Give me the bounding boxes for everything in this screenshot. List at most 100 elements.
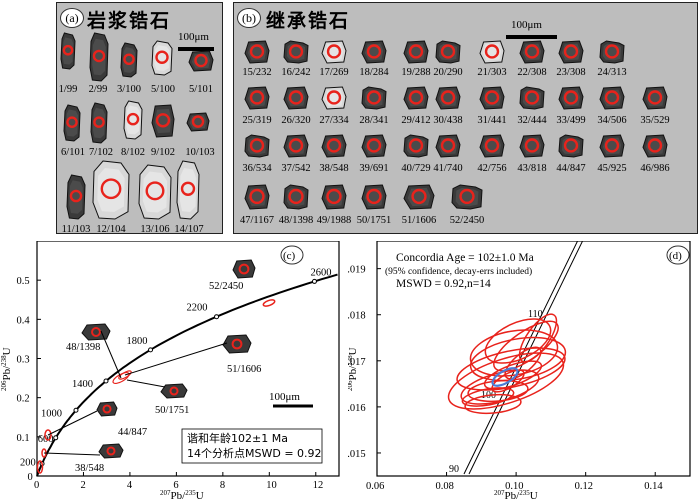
zircon-grain-image	[89, 32, 109, 82]
zircon-grain-image	[283, 86, 309, 110]
a-grain-label: 3/100	[117, 84, 141, 95]
a-grain-1-99	[59, 31, 77, 75]
a-grain-label: 6/101	[61, 147, 85, 158]
a-grain-2-99	[88, 31, 110, 87]
panel-c-grain-48-1398	[81, 323, 111, 341]
b-grain-label: 44/847	[556, 163, 586, 174]
b-grain-16-242	[282, 39, 310, 69]
zircon-grain-image	[599, 86, 625, 110]
b-grain-label: 27/334	[319, 115, 349, 126]
age-mark-110: 110	[528, 309, 543, 320]
panel-d-error-ellipses	[447, 313, 567, 415]
zircon-grain-image	[151, 40, 173, 76]
zircon-grain-image	[558, 86, 584, 110]
concordia-line-right	[468, 241, 584, 475]
a-grain-label: 11/103	[61, 224, 91, 235]
a-grain-13-106	[137, 163, 173, 225]
zircon-grain-image	[403, 184, 435, 210]
panel-a-title: 岩浆锆石	[87, 10, 172, 32]
panel-b-tag: (b)	[237, 8, 261, 28]
leader-48-1398	[100, 330, 122, 379]
panel-c-tag: (c)	[283, 250, 296, 262]
panel-d-confidence-line: (95% confidence, decay-errs included)	[385, 266, 532, 277]
label-52-2450: 52/2450	[209, 281, 243, 292]
b-grain-17-269	[320, 39, 348, 69]
b-grain-label: 46/986	[640, 163, 670, 174]
a-grain-8-102	[122, 99, 144, 145]
panel-c-leader-lines	[43, 330, 228, 456]
label-44-847: 44/847	[118, 427, 147, 438]
ellipse-d13	[469, 329, 559, 377]
panel-d-xtick-label: 0.12	[575, 481, 593, 492]
b-grain-label: 15/232	[242, 67, 272, 78]
b-grain-label: 43/818	[517, 163, 547, 174]
b-grain-label: 37/542	[281, 163, 311, 174]
zircon-grain-image	[176, 160, 200, 220]
a-grain-label: 14/107	[174, 224, 204, 235]
b-grain-15-232	[243, 39, 271, 69]
ellipse-52-2450	[262, 299, 276, 307]
ellipse-d12	[464, 393, 522, 415]
zircon-grain-image	[186, 112, 210, 132]
b-grain-19-288	[402, 39, 430, 69]
zircon-grain-image	[599, 134, 625, 158]
b-grain-label: 33/499	[556, 115, 586, 126]
zircon-grain-image	[321, 40, 347, 64]
panel-a-scale-label: 100μm	[178, 31, 209, 43]
b-grain-24-313	[598, 39, 626, 69]
panel-c-age-label: 2200	[187, 303, 208, 314]
zircon-grain-image	[188, 50, 214, 72]
b-grain-45-925	[598, 133, 626, 163]
b-grain-18-284	[360, 39, 388, 69]
zircon-grain-image	[60, 32, 76, 70]
b-grain-label: 51/1606	[401, 215, 437, 226]
a-grain-label: 1/99	[58, 84, 78, 95]
b-grain-label: 49/1988	[316, 215, 352, 226]
panel-a-tag: (a)	[60, 8, 84, 28]
panel-d-ylabel: 206Pb/238U	[348, 347, 359, 391]
a-grain-10-103	[185, 111, 211, 137]
panel-d-mswd-line: MSWD = 0.92,n=14	[396, 278, 491, 290]
b-grain-27-334	[320, 85, 348, 115]
ellipse-850	[44, 429, 52, 441]
label-48-1398: 48/1398	[66, 342, 100, 353]
b-grain-40-729	[402, 133, 430, 163]
zircon-grain-image	[321, 184, 347, 210]
panel-d-xtick-label: 0.10	[505, 481, 523, 492]
ellipse-low	[36, 460, 44, 474]
panel-d-xtick-label: 0.08	[436, 481, 454, 492]
zircon-grain-image	[642, 86, 668, 110]
b-grain-32-444	[518, 85, 546, 115]
b-grain-label: 47/1167	[239, 215, 275, 226]
panel-c-ticks: 0 2 4 6 8 10 12 0 0.1 0.2 0.3 0.4 0.5	[17, 276, 324, 491]
zircon-grain-image	[90, 102, 108, 144]
zircon-grain-image	[63, 104, 81, 142]
panel-c-age-marker	[311, 278, 317, 284]
b-grain-20-290	[434, 39, 462, 69]
b-grain-label: 22/308	[517, 67, 547, 78]
b-grain-label: 20/290	[433, 67, 463, 78]
panel-d-xtick-label: 0.14	[644, 481, 663, 492]
panel-d-xtick-label: 0.06	[366, 481, 384, 492]
panel-d-axes-frame	[376, 241, 691, 477]
zircon-grain-image	[558, 40, 584, 64]
panel-c-age-marker	[103, 378, 109, 384]
zircon-grain-image	[479, 134, 505, 158]
a-grain-7-102	[89, 101, 109, 149]
age-mark-90: 90	[449, 464, 459, 475]
panel-c-ytick-label: 0.3	[17, 355, 30, 366]
b-grain-21-303	[478, 39, 506, 69]
zircon-grain-image	[321, 86, 347, 110]
b-grain-50-1751	[360, 183, 388, 215]
b-grain-label: 39/691	[359, 163, 389, 174]
b-grain-36-534	[243, 133, 271, 163]
a-grain-label: 8/102	[121, 147, 145, 158]
panel-c-legend-box	[181, 428, 323, 464]
zircon-grain-image	[599, 40, 625, 64]
panel-c-ylabel: 206Pb/238U	[0, 347, 13, 391]
b-grain-label: 48/1398	[278, 215, 314, 226]
panel-c-age-marker	[148, 347, 154, 353]
panel-c-tag-group: (c)	[280, 245, 304, 265]
leader-38-548	[43, 452, 101, 456]
